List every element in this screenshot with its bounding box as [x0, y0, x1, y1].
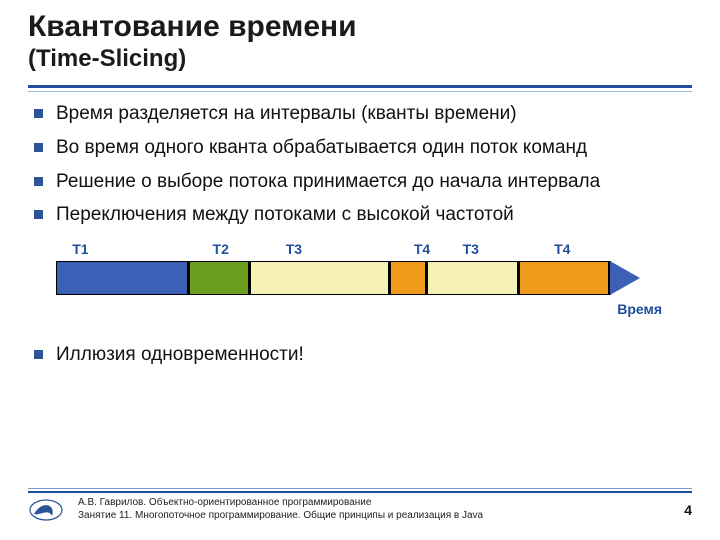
page-number: 4 — [684, 502, 692, 518]
time-axis-label: Время — [617, 301, 662, 317]
timeline-segment — [251, 261, 391, 295]
title-block: Квантование времени (Time-Slicing) — [0, 0, 720, 79]
footer: А.В. Гаврилов. Объектно-ориентированное … — [0, 488, 720, 540]
bullet-list-bottom: Иллюзия одновременности! — [34, 343, 686, 367]
bullet-item: Переключения между потоками с высокой ча… — [34, 203, 686, 227]
timeline-chart: T1 T2 T3 T4 T3 T4 Время — [56, 241, 666, 333]
footer-line2: Занятие 11. Многопоточное программирован… — [78, 510, 684, 523]
content-area: Время разделяется на интервалы (кванты в… — [0, 92, 720, 367]
timeline-label: T4 — [554, 241, 570, 257]
slide-title: Квантование времени — [28, 10, 692, 43]
timeline-label: T3 — [286, 241, 302, 257]
bullet-item: Время разделяется на интервалы (кванты в… — [34, 102, 686, 126]
footer-line1: А.В. Гаврилов. Объектно-ориентированное … — [78, 497, 684, 510]
timeline-bar — [56, 261, 666, 295]
timeline-segment — [520, 261, 612, 295]
bullet-item: Во время одного кванта обрабатывается од… — [34, 136, 686, 160]
timeline-label: T3 — [463, 241, 479, 257]
timeline-arrow-icon — [610, 261, 640, 295]
slide: Квантование времени (Time-Slicing) Время… — [0, 0, 720, 540]
bullet-item: Иллюзия одновременности! — [34, 343, 686, 367]
logo-icon — [28, 498, 64, 522]
footer-text: А.В. Гаврилов. Объектно-ориентированное … — [78, 497, 684, 522]
timeline-segment — [428, 261, 520, 295]
timeline-label: T2 — [213, 241, 229, 257]
timeline-segment — [391, 261, 428, 295]
bullet-item: Решение о выборе потока принимается до н… — [34, 170, 686, 194]
timeline-label: T1 — [72, 241, 88, 257]
timeline-segment — [56, 261, 190, 295]
timeline-label: T4 — [414, 241, 430, 257]
timeline-segment — [190, 261, 251, 295]
slide-subtitle: (Time-Slicing) — [28, 45, 692, 73]
timeline-labels: T1 T2 T3 T4 T3 T4 — [56, 241, 666, 261]
footer-content: А.В. Гаврилов. Объектно-ориентированное … — [0, 493, 720, 522]
title-divider — [28, 85, 692, 92]
bullet-list-top: Время разделяется на интервалы (кванты в… — [34, 102, 686, 227]
